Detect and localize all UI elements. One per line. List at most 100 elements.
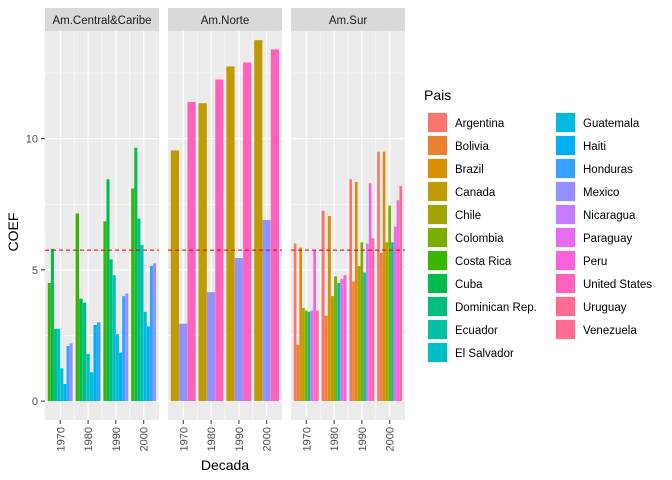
legend-title: Pais — [424, 87, 451, 103]
x-tick-label: 1970 — [178, 427, 190, 451]
legend-item: Haiti — [555, 135, 606, 156]
y-tick-label: 0 — [32, 396, 38, 408]
bar — [57, 328, 61, 402]
legend-label: Canada — [455, 187, 496, 199]
bar — [302, 307, 305, 402]
legend-swatch — [556, 182, 575, 201]
bar — [270, 49, 280, 402]
legend-swatch — [556, 136, 575, 155]
facet-strip — [45, 8, 159, 31]
bar — [234, 258, 243, 402]
bar — [299, 247, 302, 402]
bar — [75, 213, 80, 402]
bar — [153, 263, 157, 402]
bar — [122, 296, 126, 402]
bar — [54, 328, 58, 402]
legend-swatch — [428, 182, 447, 201]
legend-item: Nicaragua — [555, 204, 636, 225]
legend-item: Mexico — [555, 181, 619, 202]
bar — [66, 345, 70, 402]
bar — [119, 352, 123, 402]
bar — [327, 216, 331, 402]
legend: Pais Argentina Bolivia Brazil Canada Chile Co… — [424, 87, 652, 363]
bar — [206, 292, 216, 402]
facet-panel: Am.Sur 1970 1980 1990 2000 — [291, 8, 405, 451]
x-tick-label: 1980 — [83, 427, 95, 451]
legend-swatch — [428, 343, 447, 362]
bar — [296, 344, 300, 402]
x-tick-label: 1980 — [329, 427, 341, 451]
bar — [388, 205, 391, 402]
legend-label: Paraguay — [583, 233, 632, 245]
bar — [382, 151, 386, 402]
bar — [316, 310, 319, 402]
bar — [187, 101, 196, 402]
legend-item: Brazil — [427, 158, 484, 179]
bar — [377, 151, 380, 402]
bar — [385, 242, 389, 402]
legend-swatch — [556, 274, 575, 293]
facet-panel: Am.Central&Caribe 1970 1980 1990 2000 — [45, 8, 159, 451]
legend-item: Paraguay — [555, 227, 632, 248]
legend-swatch — [428, 113, 447, 132]
legend-item: Honduras — [555, 158, 633, 179]
legend-item: Peru — [555, 250, 607, 271]
bar — [321, 210, 325, 402]
legend-label: United States — [583, 279, 652, 291]
legend-item: Costa Rica — [427, 250, 512, 271]
bar — [366, 243, 369, 402]
bar — [243, 62, 252, 402]
bar — [226, 66, 235, 402]
legend-label: Cuba — [455, 279, 483, 291]
bar — [293, 243, 297, 402]
bar — [109, 259, 113, 402]
legend-swatch — [428, 251, 447, 270]
y-tick-label: 5 — [32, 265, 38, 277]
legend-item: Bolivia — [427, 135, 489, 156]
legend-swatch — [428, 228, 447, 247]
bar — [89, 372, 94, 402]
legend-label: Mexico — [583, 187, 619, 199]
bar — [112, 275, 116, 402]
bar — [313, 250, 316, 402]
x-tick-label: 1970 — [55, 427, 67, 451]
bar — [310, 310, 314, 402]
legend-label: Haiti — [583, 141, 606, 153]
bar — [63, 384, 67, 402]
legend-item: Canada — [427, 181, 496, 202]
x-tick-label: 1990 — [111, 427, 123, 451]
bar — [349, 179, 353, 402]
legend-swatch — [428, 274, 447, 293]
bar — [363, 272, 366, 402]
x-tick-label: 1970 — [301, 427, 313, 451]
x-tick-label: 1980 — [206, 427, 218, 451]
bar — [357, 265, 361, 402]
bar — [330, 296, 334, 402]
bar — [79, 298, 83, 402]
bar — [343, 275, 347, 402]
x-axis-title: Decada — [201, 457, 249, 473]
legend-label: Peru — [583, 256, 607, 268]
bar — [137, 218, 141, 402]
legend-item: United States — [555, 273, 652, 294]
legend-item: El Salvador — [427, 342, 514, 363]
bar — [86, 353, 90, 402]
legend-item: Dominican Rep. — [427, 296, 537, 317]
bar — [340, 279, 344, 402]
legend-label: Chile — [455, 210, 481, 222]
legend-swatch — [556, 228, 575, 247]
bar — [379, 252, 383, 402]
facet-strip-label: Am.Norte — [201, 15, 250, 27]
facet-strip — [291, 8, 405, 31]
facet-strip — [168, 8, 282, 31]
legend-swatch — [428, 205, 447, 224]
bar — [125, 293, 129, 402]
bar — [115, 334, 119, 402]
bar — [97, 322, 101, 402]
legend-item: Chile — [427, 204, 481, 225]
legend-swatch — [428, 320, 447, 339]
bar — [50, 248, 54, 402]
bar — [198, 103, 207, 402]
